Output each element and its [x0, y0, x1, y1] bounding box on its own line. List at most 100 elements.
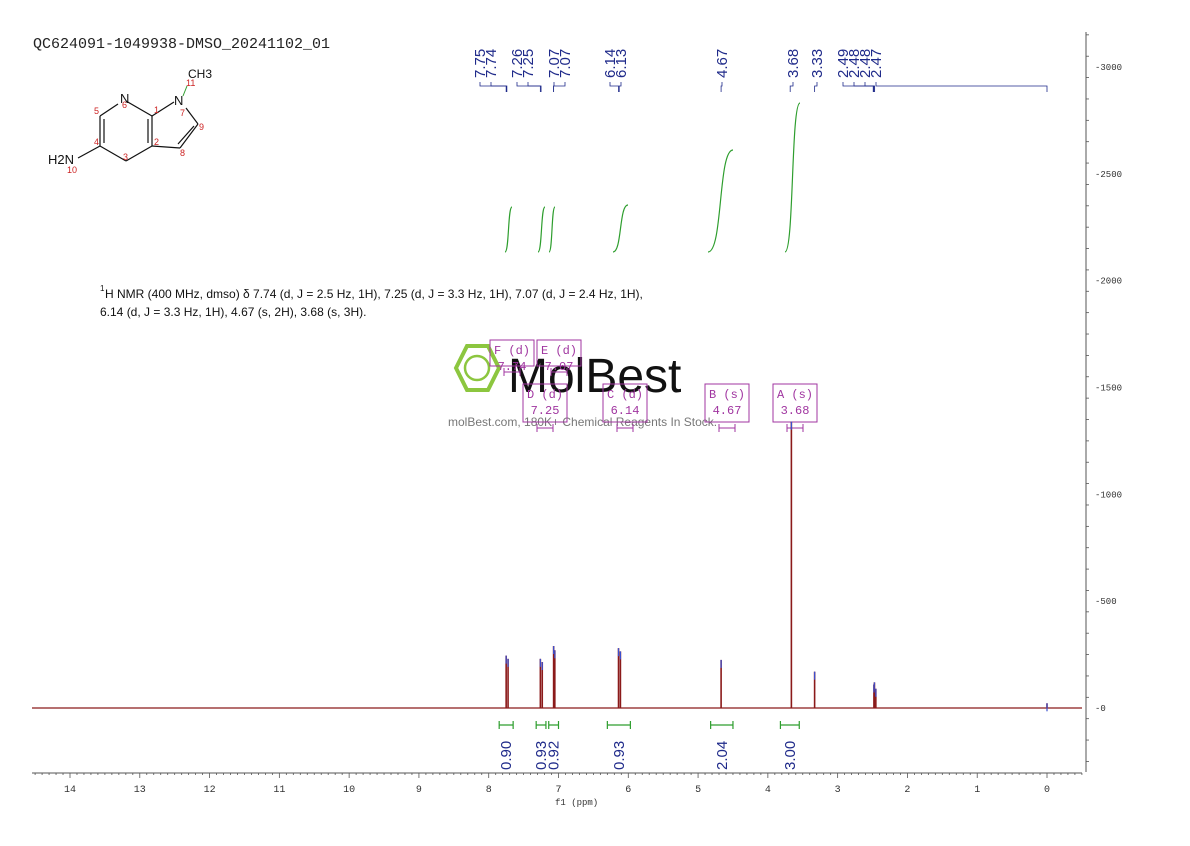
peak-connector	[517, 82, 540, 92]
integration-bar	[499, 721, 513, 729]
integration-value: 0.90	[498, 741, 515, 770]
integration-bar	[711, 721, 733, 729]
integration-value: 3.00	[782, 741, 799, 770]
integral-curves	[505, 103, 800, 252]
peak-connector	[610, 82, 619, 92]
y-tick-label: -2000	[1095, 277, 1122, 287]
chart-title: QC624091-1049938-DMSO_20241102_01	[33, 36, 330, 53]
y-axis: -3000 -2500 -2000 -1500 -1000 -500 -0	[1086, 32, 1122, 772]
peak-connector	[480, 82, 506, 92]
x-tick-label: 3	[835, 785, 841, 796]
peak-connector	[790, 82, 793, 92]
x-tick-label: 14	[64, 785, 76, 796]
y-tick-label: -1000	[1095, 490, 1122, 500]
spectrum	[32, 422, 1082, 712]
integration-bar	[549, 721, 559, 729]
peak-connector	[554, 82, 565, 92]
peak-label: 3.68	[785, 49, 802, 78]
multiplet-label: D (d)	[527, 388, 563, 402]
y-tick-label: -1500	[1095, 383, 1122, 393]
peak-connector	[843, 82, 873, 92]
atom-number: 2	[154, 137, 159, 147]
x-tick-label: 10	[343, 785, 355, 796]
peak-connector	[491, 82, 507, 92]
multiplet-label: C (d)	[607, 388, 643, 402]
y-tick-label: -3000	[1095, 63, 1122, 73]
peak-label: 2.47	[868, 49, 885, 78]
summary-line-1: H NMR (400 MHz, dmso) δ 7.74 (d, J = 2.5…	[105, 287, 643, 301]
x-tick-label: 9	[416, 785, 422, 796]
atom-number: 11	[186, 78, 195, 88]
integration-value: 0.92	[546, 741, 563, 770]
multiplet-label: A (s)	[777, 388, 813, 402]
atom-number: 4	[94, 137, 99, 147]
multiplet-shift: 4.67	[713, 404, 742, 418]
atom-numbers: 1 2 3 4 5 6 7 8 9 10 11	[67, 78, 204, 175]
x-tick-label: 2	[904, 785, 910, 796]
integration-bar	[780, 721, 799, 729]
atom-number: 7	[180, 108, 185, 118]
integration-bar	[607, 721, 630, 729]
x-axis-label: f1 (ppm)	[555, 798, 598, 808]
x-tick-label: 6	[625, 785, 631, 796]
peak-connector	[876, 82, 1047, 92]
peak-label: 4.67	[714, 49, 731, 78]
peak-label: 6.13	[613, 49, 630, 78]
peak-connector	[815, 82, 817, 92]
x-tick-label: 12	[204, 785, 216, 796]
y-tick-label: -0	[1095, 704, 1106, 714]
integration-value: 2.04	[714, 741, 731, 770]
multiplet-label: F (d)	[494, 344, 530, 358]
integration-bar	[536, 721, 546, 729]
watermark-tagline: molBest.com, 180K+ Chemical Reagents In …	[448, 415, 717, 429]
atom-number: 8	[180, 148, 185, 158]
x-tick-label: 4	[765, 785, 771, 796]
multiplet-label: E (d)	[541, 344, 577, 358]
integral-curve	[785, 103, 800, 252]
watermark: MolBest molBest.com, 180K+ Chemical Reag…	[448, 346, 717, 429]
peak-label: 7.07	[557, 49, 574, 78]
atom-number: 1	[154, 105, 159, 115]
atom-number: 9	[199, 122, 204, 132]
x-tick-label: 0	[1044, 785, 1050, 796]
x-tick-label: 5	[695, 785, 701, 796]
x-tick-label: 13	[134, 785, 146, 796]
multiplet-label: B (s)	[709, 388, 745, 402]
nmr-summary: 1 H NMR (400 MHz, dmso) δ 7.74 (d, J = 2…	[100, 284, 643, 319]
integral-curve	[538, 207, 545, 252]
x-tick-label: 7	[555, 785, 561, 796]
atom-number: 5	[94, 106, 99, 116]
peak-label: 3.33	[809, 49, 826, 78]
atom-number: 10	[67, 165, 77, 175]
integral-curve	[708, 150, 733, 252]
y-tick-label: -2500	[1095, 170, 1122, 180]
peak-label: 7.25	[520, 49, 537, 78]
molecule-structure: N N CH3 H2N 1 2 3 4 5 6 7 8 9 10 11	[48, 67, 212, 175]
multiplet-shift: 3.68	[781, 404, 810, 418]
atom-number: 3	[123, 152, 128, 162]
summary-line-2: 6.14 (d, J = 3.3 Hz, 1H), 4.67 (s, 2H), …	[100, 305, 366, 319]
peak-connector	[528, 82, 541, 92]
integral-curve	[505, 207, 512, 252]
peak-connector	[619, 82, 621, 92]
multiplet-shift: 6.14	[611, 404, 640, 418]
peak-connector	[854, 82, 874, 92]
integral-curve	[613, 205, 628, 252]
x-tick-label: 8	[486, 785, 492, 796]
peak-connector	[721, 82, 722, 92]
integral-curve	[549, 207, 555, 252]
integration-value: 0.93	[611, 741, 628, 770]
atom-label: N	[174, 93, 183, 108]
x-tick-label: 1	[974, 785, 980, 796]
y-tick-label: -500	[1095, 597, 1117, 607]
peak-label: 7.74	[483, 49, 500, 78]
watermark-hexagon-icon	[456, 346, 499, 390]
atom-number: 6	[122, 100, 127, 110]
multiplet-shift: 7.25	[531, 404, 560, 418]
x-tick-label: 11	[273, 785, 285, 796]
